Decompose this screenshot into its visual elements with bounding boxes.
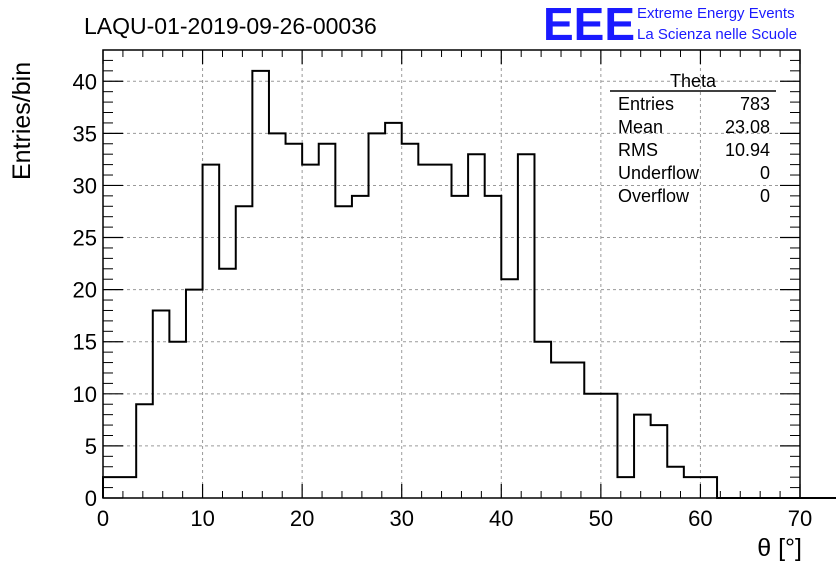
eee-logo: EEE Extreme Energy Events La Scienza nel… [543, 0, 797, 50]
histogram-bin [252, 71, 269, 498]
histogram-bin [219, 269, 236, 498]
x-tick-label: 50 [589, 506, 613, 531]
y-tick-label: 10 [73, 382, 97, 407]
histogram-bin [186, 290, 203, 498]
histogram-bin [518, 154, 535, 498]
histogram-bin [584, 394, 601, 498]
x-tick-label: 0 [97, 506, 109, 531]
y-tick-label: 30 [73, 173, 97, 198]
stats-value: 0 [760, 163, 770, 183]
histogram-bin [700, 477, 717, 498]
histogram-bin [468, 154, 485, 498]
y-tick-label: 5 [85, 434, 97, 459]
logo-text: EEE [543, 0, 635, 50]
histogram-bin [684, 477, 701, 498]
histogram-bin [551, 363, 568, 498]
y-tick-label: 40 [73, 69, 97, 94]
histogram-bin [269, 133, 286, 498]
logo-line-2: La Scienza nelle Scuole [637, 26, 797, 43]
stats-value: 783 [740, 94, 770, 114]
x-tick-label: 20 [290, 506, 314, 531]
y-tick-label: 0 [85, 486, 97, 511]
histogram-bin [651, 425, 668, 498]
histogram-bin [435, 165, 452, 498]
histogram-bin [236, 206, 253, 498]
y-tick-label: 20 [73, 278, 97, 303]
chart-title: LAQU-01-2019-09-26-00036 [84, 13, 377, 39]
histogram-bin [534, 342, 551, 498]
histogram-bin [452, 196, 469, 498]
stats-title: Theta [670, 71, 717, 91]
y-tick-label: 15 [73, 330, 97, 355]
histogram-bin [501, 279, 518, 498]
stats-label: Mean [618, 117, 663, 137]
histogram-bin [667, 467, 684, 498]
x-axis-label: θ [°] [757, 534, 802, 562]
histogram-bin [485, 196, 502, 498]
plot-frame [102, 49, 801, 499]
histogram-bin [319, 144, 336, 498]
stats-box: Theta Entries 783 Mean 23.08 RMS 10.94 Underfl… [610, 71, 776, 206]
stats-value: 23.08 [725, 117, 770, 137]
x-tick-label: 10 [190, 506, 214, 531]
x-tick-label: 60 [688, 506, 712, 531]
tick-labels: 0 10 20 30 40 50 60 70 0 5 10 15 20 25 30 35 40 [73, 69, 813, 531]
x-tick-label: 40 [489, 506, 513, 531]
histogram-bin [385, 123, 402, 498]
histogram-bin [335, 206, 352, 498]
y-tick-label: 35 [73, 121, 97, 146]
x-tick-label: 30 [389, 506, 413, 531]
histogram-bin [103, 477, 120, 498]
x-tick-label: 70 [788, 506, 812, 531]
histogram-bin [203, 165, 220, 498]
stats-label: Entries [618, 94, 674, 114]
histogram-bin [120, 477, 137, 498]
histogram-bin [286, 144, 303, 498]
histogram-bin [402, 144, 419, 498]
y-tick-label: 25 [73, 226, 97, 251]
histogram-bin [136, 404, 153, 498]
histogram-bin [418, 165, 435, 498]
stats-value: 10.94 [725, 140, 770, 160]
stats-value: 0 [760, 186, 770, 206]
histogram-bin [302, 165, 319, 498]
histogram-bin [153, 310, 170, 498]
histogram-bin [352, 196, 369, 498]
stats-label: RMS [618, 140, 658, 160]
histogram-bin [617, 477, 634, 498]
histogram-bin [369, 133, 386, 498]
logo-line-1: Extreme Energy Events [637, 5, 795, 22]
y-axis-label: Entries/bin [8, 62, 36, 180]
histogram-bin [601, 394, 618, 498]
histogram-bin [634, 415, 651, 498]
histogram-bin [169, 342, 186, 498]
stats-label: Overflow [618, 186, 690, 206]
stats-rows: Entries 783 Mean 23.08 RMS 10.94 Underflow 0 Ove… [618, 94, 770, 206]
histogram-bin [568, 363, 585, 498]
stats-label: Underflow [618, 163, 700, 183]
